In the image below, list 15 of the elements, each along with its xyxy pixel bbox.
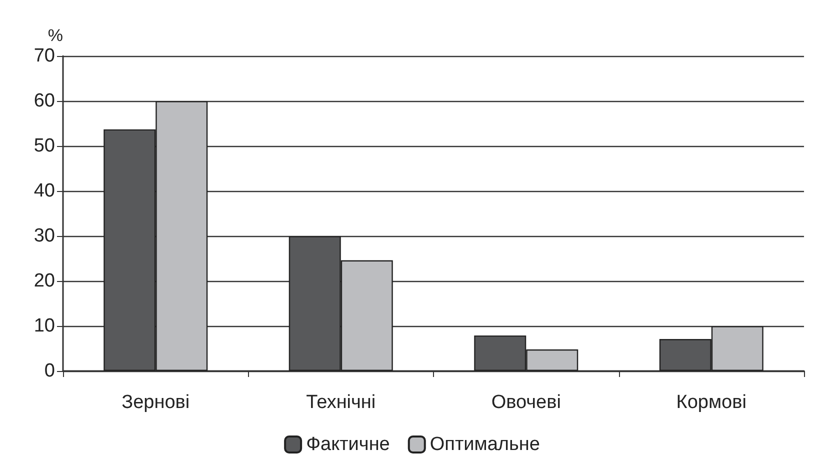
- x-tick-label: Технічні: [306, 392, 376, 413]
- legend-label: Оптимальне: [430, 434, 540, 455]
- y-tick-label: 70: [34, 46, 55, 66]
- y-tick-label: 30: [34, 226, 55, 246]
- x-tick-label: Кормові: [676, 392, 746, 413]
- y-tick-label: 50: [34, 136, 55, 156]
- y-tick-label: 60: [34, 90, 55, 112]
- y-tick-label: 40: [34, 180, 55, 202]
- x-tick-label: Овочеві: [491, 392, 561, 413]
- y-tick-label: 10: [34, 316, 55, 336]
- y-axis-title: %: [48, 26, 63, 45]
- legend-label: Фактичне: [306, 434, 390, 455]
- y-tick-label: 0: [44, 360, 55, 382]
- y-tick-label: 20: [34, 270, 55, 292]
- x-tick-label: Зернові: [122, 392, 190, 413]
